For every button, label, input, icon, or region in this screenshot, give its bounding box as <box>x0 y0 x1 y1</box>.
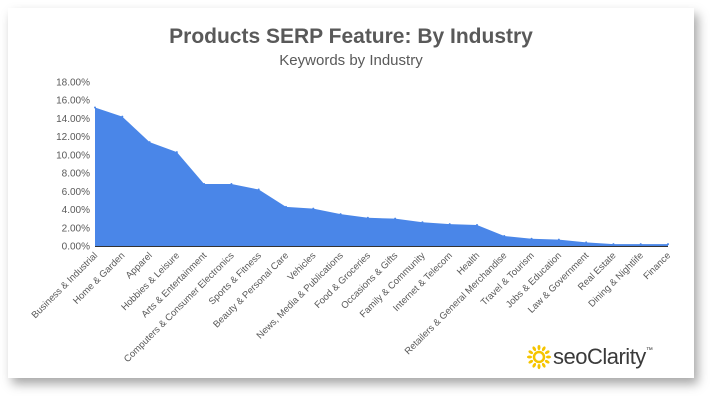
sun-ray <box>526 355 533 359</box>
data-point <box>148 141 151 144</box>
chart-card: Products SERP Feature: By Industry Keywo… <box>8 8 694 378</box>
sun-ray <box>541 362 546 368</box>
logo-text: seoClarity <box>553 344 646 369</box>
sun-core <box>532 350 546 364</box>
data-point <box>612 243 615 246</box>
data-point <box>312 207 315 210</box>
data-point <box>530 237 533 240</box>
y-tick-label: 8.00% <box>62 169 90 180</box>
data-point <box>394 217 397 220</box>
y-tick-label: 18.00% <box>56 78 90 89</box>
y-tick-label: 6.00% <box>62 187 90 198</box>
chart-title: Products SERP Feature: By Industry <box>169 25 533 48</box>
sun-ray <box>537 363 541 370</box>
sun-ray <box>537 344 541 351</box>
y-tick-label: 0.00% <box>62 242 90 253</box>
data-point <box>366 216 369 219</box>
data-point <box>667 243 669 246</box>
data-point <box>121 115 124 118</box>
sun-ray <box>545 355 552 359</box>
data-point <box>476 224 478 227</box>
data-point <box>203 183 206 186</box>
sun-ray <box>532 346 537 352</box>
area-chart: 0.00% 2.00% 4.00% 6.00% 8.00% 10.00% 12.00% 14.… <box>30 78 674 365</box>
y-tick-label: 10.00% <box>56 150 90 161</box>
sun-ray <box>528 359 534 364</box>
sun-logo-icon <box>526 344 552 370</box>
seoclarity-logo: seoClarity ™ <box>525 343 653 371</box>
data-point <box>448 223 451 226</box>
data-point <box>421 221 424 224</box>
data-point <box>585 241 588 244</box>
sun-ray <box>544 350 550 355</box>
logo-trademark: ™ <box>645 347 653 354</box>
y-tick-label: 4.00% <box>62 205 90 216</box>
x-category-label: Finance <box>641 250 673 282</box>
y-tick-label: 14.00% <box>56 114 90 125</box>
sun-ray <box>528 350 534 355</box>
data-point <box>639 243 642 246</box>
sun-ray <box>541 346 546 352</box>
chart-subtitle: Keywords by Industry <box>279 52 423 69</box>
data-point <box>503 234 506 237</box>
data-point <box>175 151 178 154</box>
data-point <box>230 183 233 186</box>
data-point <box>339 213 342 216</box>
data-point <box>557 238 560 241</box>
data-point <box>94 106 96 109</box>
data-point <box>285 205 287 208</box>
sun-ray <box>532 362 537 368</box>
data-point <box>257 188 260 191</box>
area-series <box>95 107 668 246</box>
y-tick-label: 16.00% <box>56 96 90 107</box>
y-tick-label: 12.00% <box>56 132 90 143</box>
y-tick-label: 2.00% <box>62 223 90 234</box>
sun-ray <box>544 359 550 364</box>
